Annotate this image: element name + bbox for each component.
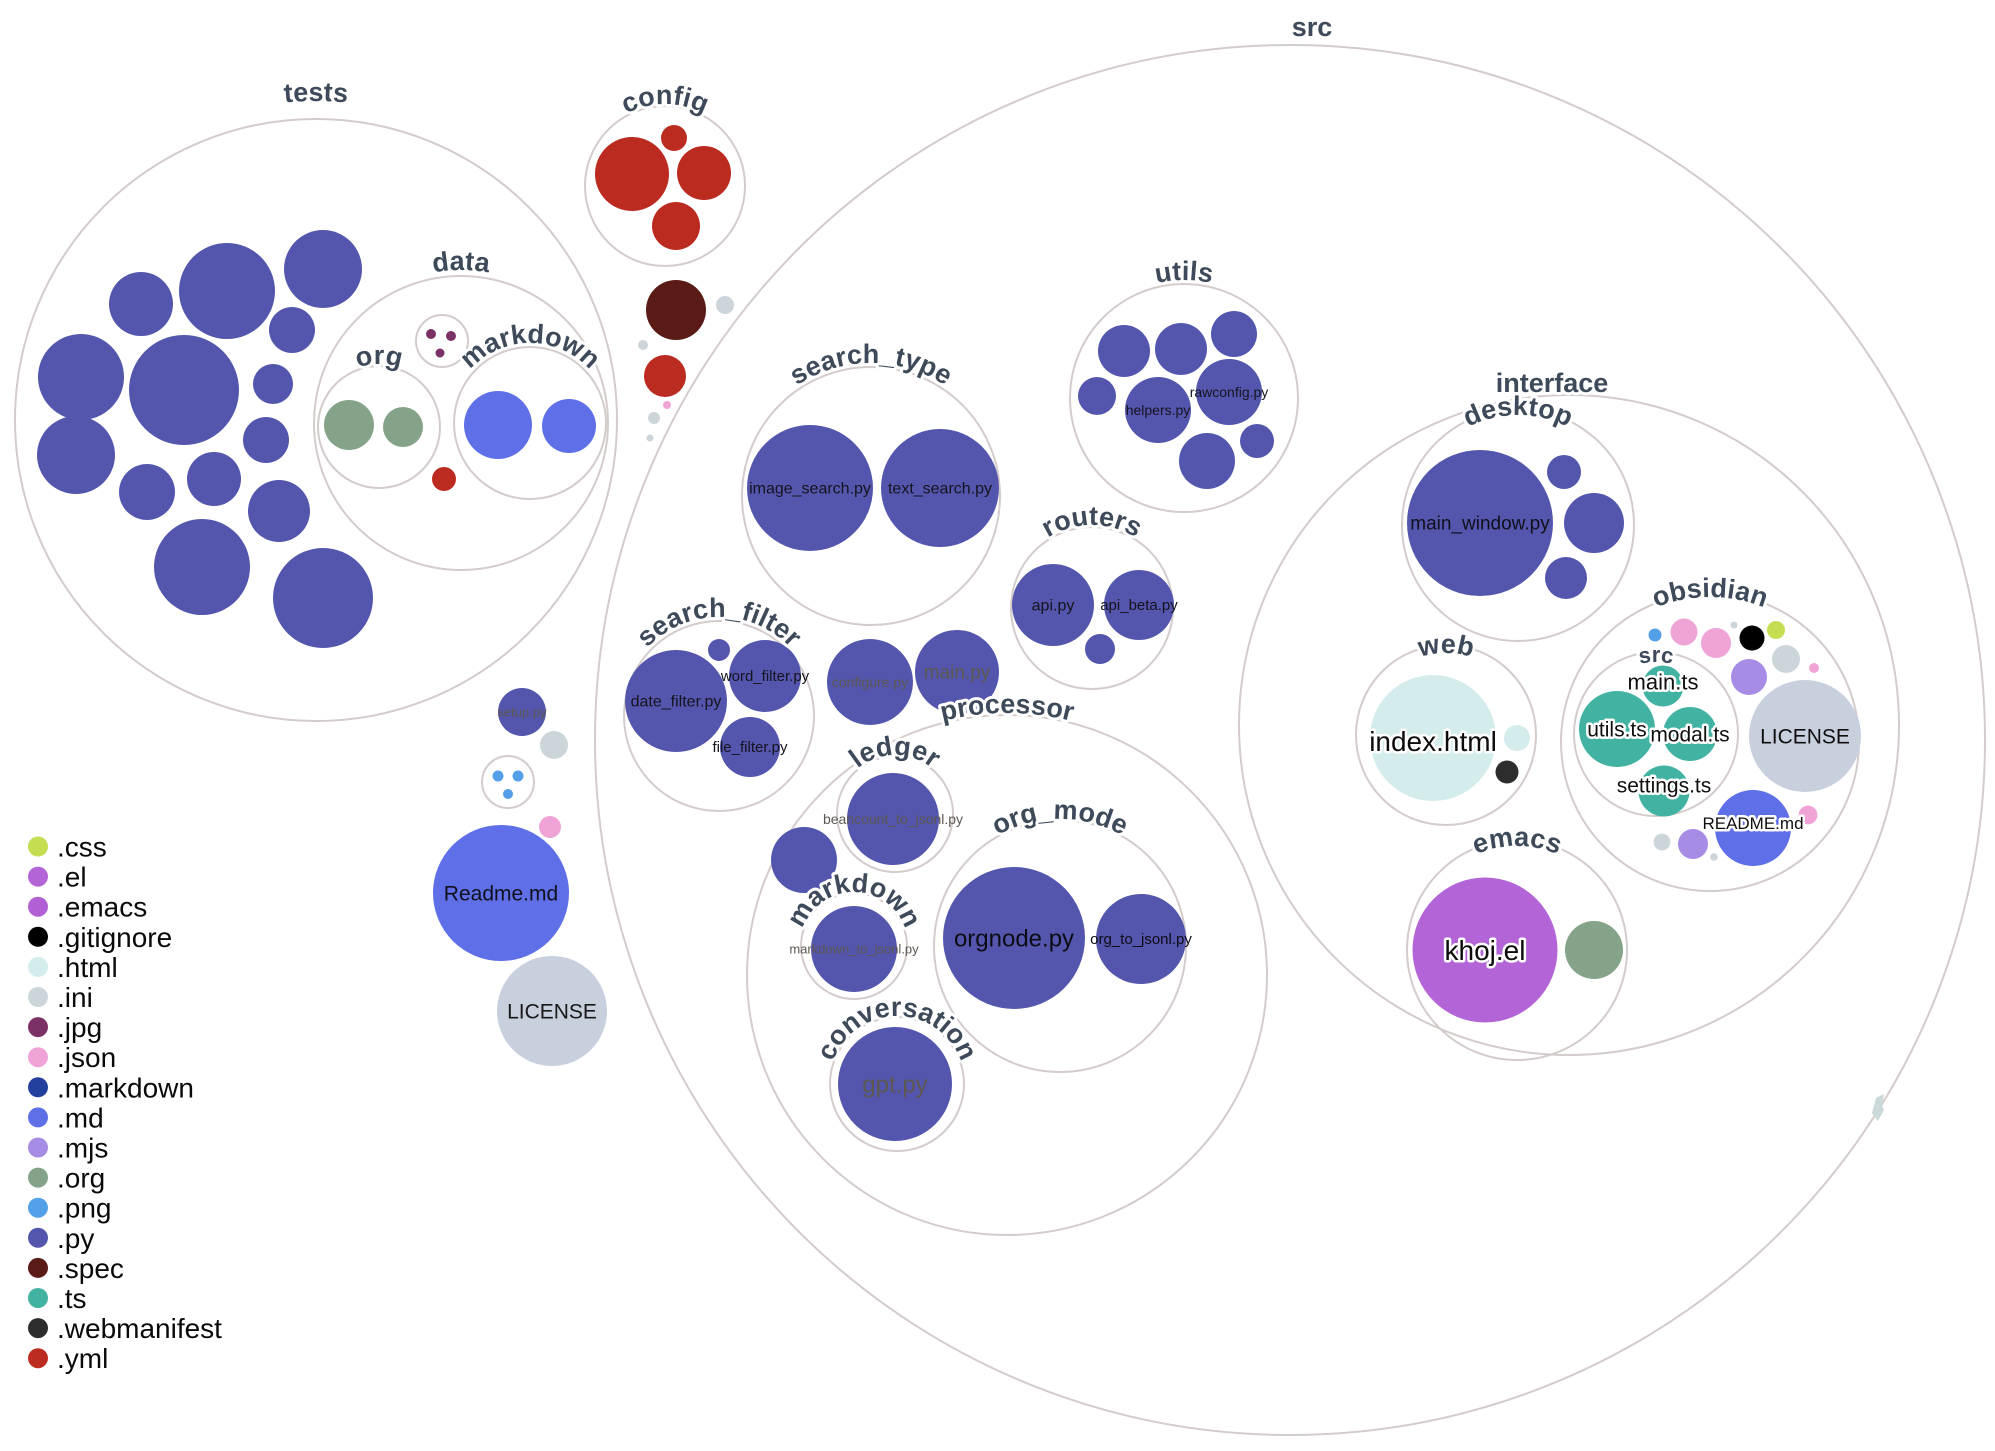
svg-text:text_search.py: text_search.py [888, 481, 992, 498]
svg-text:.emacs: .emacs [57, 892, 147, 923]
svg-text:gpt.py: gpt.py [862, 1071, 927, 1098]
svg-text:.el: .el [57, 862, 87, 893]
svg-text:.org: .org [57, 1163, 105, 1194]
svg-text:beancount_to_jsonl.py: beancount_to_jsonl.py [823, 811, 963, 827]
svg-text:helpers.py: helpers.py [1126, 402, 1191, 418]
svg-text:.spec: .spec [57, 1253, 124, 1284]
svg-text:index.html: index.html [1369, 726, 1497, 757]
svg-text:.py: .py [57, 1223, 94, 1254]
svg-text:.gitignore: .gitignore [57, 922, 172, 953]
svg-text:main_window.py: main_window.py [1410, 514, 1550, 535]
svg-text:Readme.md: Readme.md [444, 882, 558, 905]
svg-text:.ts: .ts [57, 1283, 87, 1314]
svg-text:orgnode.py: orgnode.py [954, 925, 1074, 952]
svg-text:.webmanifest: .webmanifest [57, 1313, 222, 1344]
svg-text:LICENSE: LICENSE [1760, 725, 1850, 748]
svg-text:web: web [1414, 629, 1477, 663]
svg-text:rawconfig.py: rawconfig.py [1190, 384, 1269, 400]
svg-text:LICENSE: LICENSE [507, 1000, 597, 1023]
svg-text:utils.ts: utils.ts [1587, 718, 1647, 741]
svg-text:main.py: main.py [924, 663, 991, 684]
svg-text:.yml: .yml [57, 1343, 108, 1374]
svg-text:.ini: .ini [57, 982, 93, 1013]
svg-text:.json: .json [57, 1042, 116, 1073]
svg-text:.mjs: .mjs [57, 1133, 108, 1164]
svg-text:main.ts: main.ts [1628, 670, 1699, 695]
svg-text:tests: tests [282, 77, 349, 109]
svg-text:.md: .md [57, 1102, 104, 1133]
svg-text:api_beta.py: api_beta.py [1100, 597, 1178, 614]
svg-text:.html: .html [57, 952, 118, 983]
svg-text:org: org [352, 340, 405, 373]
svg-text:.markdown: .markdown [57, 1072, 194, 1103]
svg-text:markdown_to_jsonl.py: markdown_to_jsonl.py [789, 942, 919, 957]
svg-text:file_filter.py: file_filter.py [712, 739, 788, 756]
svg-text:interface: interface [1496, 368, 1609, 398]
svg-text:api.py: api.py [1032, 598, 1075, 615]
svg-text:.css: .css [57, 832, 107, 863]
svg-text:src: src [1292, 12, 1333, 42]
svg-text:khoj.el: khoj.el [1445, 935, 1526, 966]
svg-text:word_filter.py: word_filter.py [720, 668, 810, 685]
svg-text:.jpg: .jpg [57, 1012, 102, 1043]
svg-text:utils: utils [1152, 256, 1215, 289]
svg-text:setup.py: setup.py [497, 705, 547, 720]
svg-text:.png: .png [57, 1193, 112, 1224]
svg-text:settings.ts: settings.ts [1617, 774, 1712, 797]
svg-text:configure.py: configure.py [832, 674, 908, 690]
svg-text:README.md: README.md [1702, 814, 1803, 833]
svg-text:image_search.py: image_search.py [749, 481, 871, 498]
svg-text:src: src [1637, 642, 1675, 669]
svg-text:org_to_jsonl.py: org_to_jsonl.py [1090, 931, 1192, 948]
svg-text:data: data [430, 246, 492, 279]
svg-text:modal.ts: modal.ts [1650, 723, 1729, 746]
svg-text:date_filter.py: date_filter.py [631, 694, 722, 711]
